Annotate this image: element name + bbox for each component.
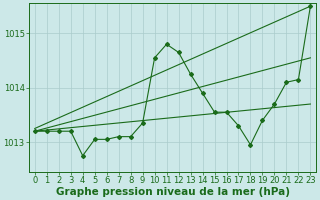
X-axis label: Graphe pression niveau de la mer (hPa): Graphe pression niveau de la mer (hPa) bbox=[56, 187, 290, 197]
